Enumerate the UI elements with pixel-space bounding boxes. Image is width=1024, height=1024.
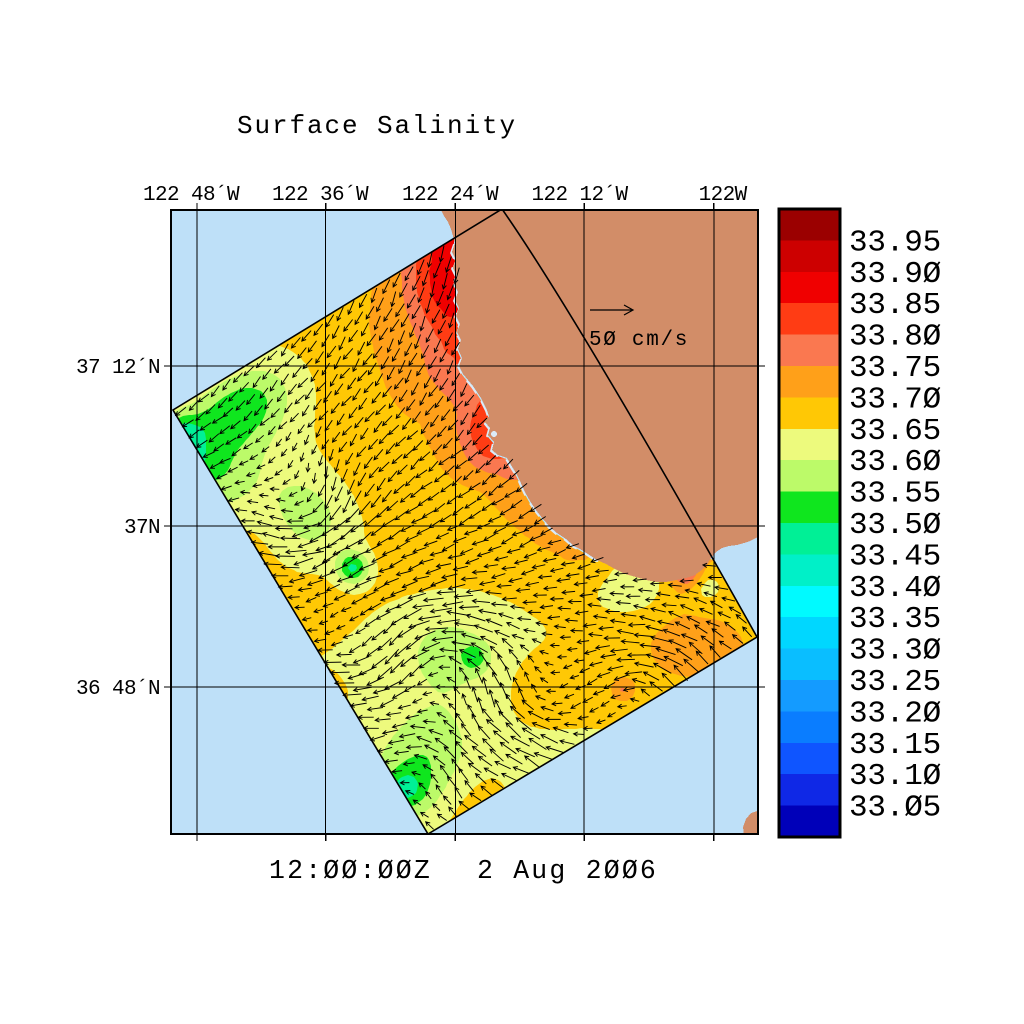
svg-text:33.25: 33.25 (849, 665, 941, 700)
svg-text:33.45: 33.45 (849, 539, 941, 574)
svg-text:33.9Ø: 33.9Ø (849, 257, 941, 292)
svg-text:33.85: 33.85 (849, 288, 941, 323)
svg-text:122 24´W: 122 24´W (402, 184, 499, 207)
svg-text:37N: 37N (124, 517, 160, 540)
svg-text:33.35: 33.35 (849, 602, 941, 637)
svg-text:33.4Ø: 33.4Ø (849, 571, 941, 606)
svg-text:33.75: 33.75 (849, 351, 941, 386)
svg-text:12:ØØ:ØØZ: 12:ØØ:ØØZ (269, 856, 432, 886)
svg-text:122 12´W: 122 12´W (531, 184, 628, 207)
svg-text:37 12´N: 37 12´N (76, 357, 160, 380)
svg-text:2 Aug 2ØØ6: 2 Aug 2ØØ6 (477, 856, 658, 886)
svg-text:33.8Ø: 33.8Ø (849, 320, 941, 355)
svg-text:33.65: 33.65 (849, 414, 941, 449)
svg-text:122 48´W: 122 48´W (143, 184, 240, 207)
svg-text:33.7Ø: 33.7Ø (849, 382, 941, 417)
svg-text:33.1Ø: 33.1Ø (849, 759, 941, 794)
svg-text:Surface Salinity: Surface Salinity (237, 111, 517, 141)
svg-text:33.2Ø: 33.2Ø (849, 696, 941, 731)
svg-text:33.3Ø: 33.3Ø (849, 634, 941, 669)
svg-text:36 48´N: 36 48´N (76, 678, 160, 701)
svg-text:5Ø cm/s: 5Ø cm/s (589, 329, 689, 352)
svg-text:122W: 122W (699, 184, 748, 207)
svg-text:33.95: 33.95 (849, 225, 941, 260)
svg-text:33.15: 33.15 (849, 728, 941, 763)
svg-text:33.6Ø: 33.6Ø (849, 445, 941, 480)
svg-text:33.55: 33.55 (849, 477, 941, 512)
svg-text:122 36´W: 122 36´W (272, 184, 369, 207)
svg-text:33.5Ø: 33.5Ø (849, 508, 941, 543)
svg-text:33.Ø5: 33.Ø5 (849, 791, 941, 826)
